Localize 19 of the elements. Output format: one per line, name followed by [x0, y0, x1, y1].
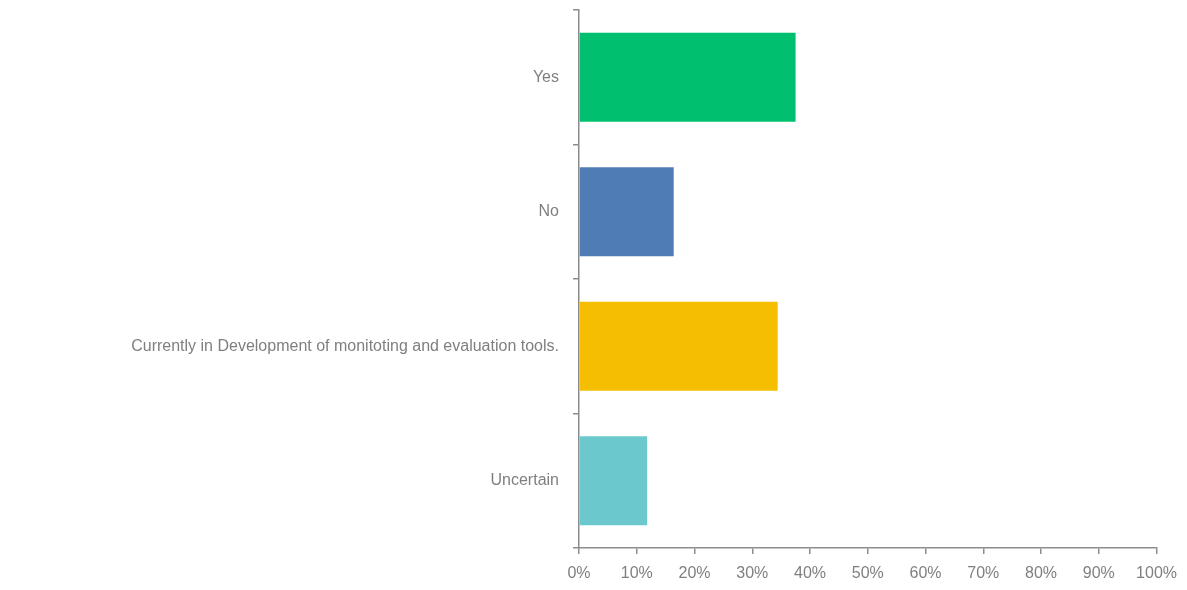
x-tick-label: 90%: [1082, 564, 1115, 582]
x-tick-label: 0%: [567, 564, 591, 582]
bar: [579, 32, 796, 122]
y-tick-label: Uncertain: [490, 471, 559, 489]
bar: [579, 436, 648, 526]
x-tick-label: 10%: [620, 564, 653, 582]
bar: [579, 301, 778, 391]
x-tick-label: 60%: [909, 564, 942, 582]
y-tick-label: Yes: [532, 67, 559, 85]
y-tick-label: Currently in Development of monitoting and evaluation tools.: [131, 336, 559, 354]
bar: [579, 167, 674, 257]
x-tick-label: 30%: [736, 564, 769, 582]
x-tick-label: 100%: [1136, 564, 1177, 582]
x-tick-label: 20%: [678, 564, 711, 582]
x-tick-label: 80%: [1025, 564, 1058, 582]
x-tick-label: 50%: [851, 564, 884, 582]
x-tick-label: 70%: [967, 564, 1000, 582]
x-tick-label: 40%: [794, 564, 827, 582]
y-tick-label: No: [538, 202, 560, 220]
